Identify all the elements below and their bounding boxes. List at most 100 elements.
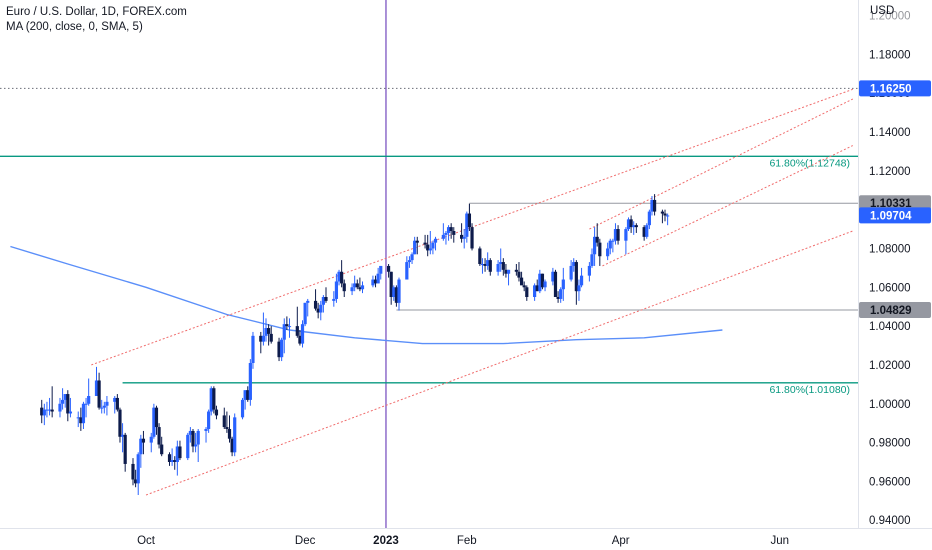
candle: [413, 236, 417, 255]
candle-body: [632, 225, 636, 228]
candle: [587, 262, 591, 282]
candle-body: [230, 438, 234, 453]
candle: [337, 269, 341, 286]
candle-body: [660, 211, 665, 214]
candle-body: [76, 417, 80, 419]
candle: [626, 217, 631, 231]
candle-body: [483, 264, 487, 266]
candle-body: [240, 399, 245, 418]
candle: [556, 291, 560, 303]
badge-value: 1.10331: [870, 198, 912, 210]
badge-bg: [859, 195, 931, 212]
candle-body: [459, 234, 464, 239]
candle-body: [452, 231, 456, 235]
candle-body: [175, 446, 179, 462]
candle: [350, 283, 354, 296]
candle: [501, 258, 505, 276]
candle: [261, 312, 265, 346]
candle: [535, 279, 539, 292]
candle-body: [397, 279, 401, 303]
candle: [225, 411, 229, 433]
candle: [642, 225, 646, 241]
candle: [459, 223, 464, 243]
candle-body: [478, 248, 482, 264]
time-tick-1: Dec: [295, 535, 316, 547]
candle: [84, 397, 88, 418]
candle-body: [433, 238, 438, 243]
candle: [499, 248, 503, 272]
candle: [441, 223, 445, 241]
candle: [136, 452, 140, 495]
candle-body: [248, 363, 252, 400]
candle: [353, 275, 357, 292]
ma200-line: [10, 245, 723, 345]
candle: [324, 287, 328, 303]
price-tick-6: 1.08000: [869, 243, 911, 255]
candle: [287, 318, 292, 338]
candle-body: [113, 397, 117, 402]
candle: [298, 330, 302, 346]
candle-body: [295, 326, 299, 336]
candle: [42, 403, 46, 426]
candle-body: [574, 262, 578, 292]
candle-body: [629, 219, 633, 228]
candle-body: [522, 285, 526, 288]
candle: [222, 407, 226, 429]
candle-body: [426, 244, 430, 251]
candle: [426, 234, 430, 257]
candle: [624, 227, 628, 255]
candle: [611, 238, 615, 253]
candle: [407, 256, 412, 268]
candle-body: [58, 403, 62, 412]
candle-body: [626, 219, 631, 230]
candle-body: [488, 260, 492, 272]
candle-body: [141, 438, 146, 443]
candle-body: [577, 285, 581, 292]
candle-body: [519, 277, 524, 286]
candle-body: [394, 287, 399, 303]
candle: [360, 281, 365, 294]
candle-body: [415, 240, 419, 243]
candle-body: [486, 260, 490, 266]
candle: [160, 436, 164, 457]
badge-bg: [859, 80, 931, 97]
price-tick-12: 0.96000: [869, 476, 911, 488]
candle-body: [303, 302, 307, 325]
price-tick-0: 1.20000: [869, 11, 911, 23]
candle-body: [407, 260, 412, 263]
candle-body: [413, 240, 417, 255]
candle: [191, 429, 195, 453]
price-tick-11: 0.98000: [869, 438, 911, 450]
candle-body: [167, 454, 172, 462]
candle-body: [499, 262, 503, 264]
candle-body: [559, 289, 563, 299]
candle: [269, 326, 273, 344]
candle-body: [225, 427, 229, 429]
candle-body: [423, 242, 427, 245]
candle-body: [193, 444, 198, 447]
candle-body: [514, 269, 518, 272]
candle: [113, 396, 117, 414]
price-badge-blue: 1.09704: [859, 207, 931, 224]
candle: [470, 223, 474, 251]
candle-body: [285, 324, 289, 327]
candle-body: [178, 446, 182, 459]
candle: [285, 316, 289, 330]
channel-line-2: [589, 98, 854, 230]
candle: [569, 260, 573, 282]
candle-body: [227, 429, 232, 439]
price-tick-3: 1.14000: [869, 127, 911, 139]
candle: [94, 366, 99, 396]
candle-body: [376, 273, 380, 284]
candle-body: [105, 401, 109, 406]
candle: [608, 238, 612, 255]
candle-body: [405, 262, 409, 280]
badge-bg: [859, 302, 931, 319]
candle: [394, 285, 399, 307]
candle: [87, 378, 91, 406]
candle-body: [392, 287, 396, 297]
candle-body: [115, 397, 119, 410]
price-tick-8: 1.04000: [869, 321, 911, 333]
candle-body: [556, 297, 560, 299]
